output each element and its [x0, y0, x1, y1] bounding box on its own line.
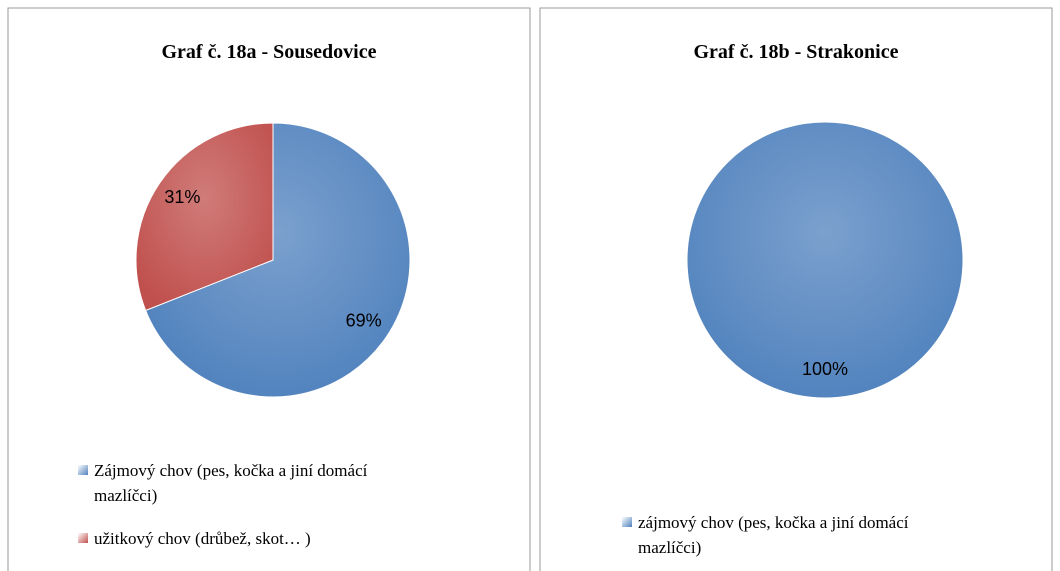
- legend-item: Zájmový chov (pes, kočka a jiní domácí m…: [76, 458, 376, 508]
- panel-border: [539, 7, 1053, 571]
- legend-label: Zájmový chov (pes, kočka a jiní domácí m…: [94, 461, 368, 505]
- pie-slice: [144, 122, 411, 398]
- legend-label: užitkový chov (drůbež, skot… ): [94, 529, 311, 548]
- pie-slice: [686, 121, 964, 399]
- legend-swatch: [622, 517, 632, 527]
- legend-swatch: [78, 533, 88, 543]
- chart-title: Graf č. 18b - Strakonice: [694, 41, 899, 63]
- data-label: 31%: [164, 187, 200, 207]
- data-label: 100%: [802, 359, 848, 379]
- legend-item: užitkový chov (drůbež, skot… ): [76, 526, 376, 551]
- pie-slice: [135, 122, 274, 312]
- legend-swatch: [78, 465, 88, 475]
- chart-title: Graf č. 18a - Sousedovice: [162, 41, 377, 63]
- legend: zájmový chov (pes, kočka a jiní domácí m…: [620, 510, 920, 571]
- panel-border: [7, 7, 531, 571]
- data-label: 69%: [346, 310, 382, 330]
- legend-item: zájmový chov (pes, kočka a jiní domácí m…: [620, 510, 920, 560]
- legend: Zájmový chov (pes, kočka a jiní domácí m…: [76, 458, 376, 569]
- legend-label: zájmový chov (pes, kočka a jiní domácí m…: [638, 513, 909, 557]
